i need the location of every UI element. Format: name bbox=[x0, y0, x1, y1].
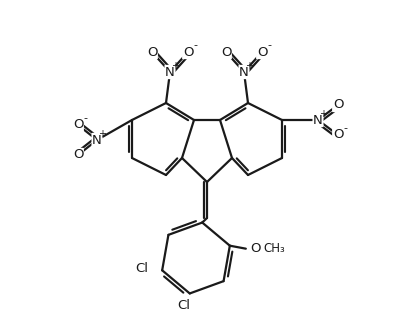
Text: +: + bbox=[98, 129, 106, 139]
Text: N: N bbox=[165, 65, 175, 78]
Text: +: + bbox=[245, 61, 253, 71]
Text: CH₃: CH₃ bbox=[264, 242, 285, 255]
Text: Cl: Cl bbox=[177, 299, 190, 312]
Text: O: O bbox=[183, 46, 193, 58]
Text: -: - bbox=[83, 113, 87, 123]
Text: N: N bbox=[92, 133, 102, 147]
Text: Cl: Cl bbox=[135, 262, 148, 275]
Text: +: + bbox=[319, 109, 327, 119]
Text: O: O bbox=[250, 242, 260, 255]
Text: O: O bbox=[221, 46, 231, 58]
Text: O: O bbox=[73, 149, 83, 161]
Text: +: + bbox=[171, 61, 179, 71]
Text: N: N bbox=[313, 113, 323, 126]
Text: -: - bbox=[343, 123, 347, 133]
Text: O: O bbox=[333, 99, 343, 112]
Text: -: - bbox=[267, 40, 271, 50]
Text: O: O bbox=[147, 46, 157, 58]
Text: O: O bbox=[333, 129, 343, 142]
Text: N: N bbox=[239, 65, 249, 78]
Text: -: - bbox=[193, 40, 197, 50]
Text: O: O bbox=[73, 118, 83, 131]
Text: O: O bbox=[257, 46, 267, 58]
